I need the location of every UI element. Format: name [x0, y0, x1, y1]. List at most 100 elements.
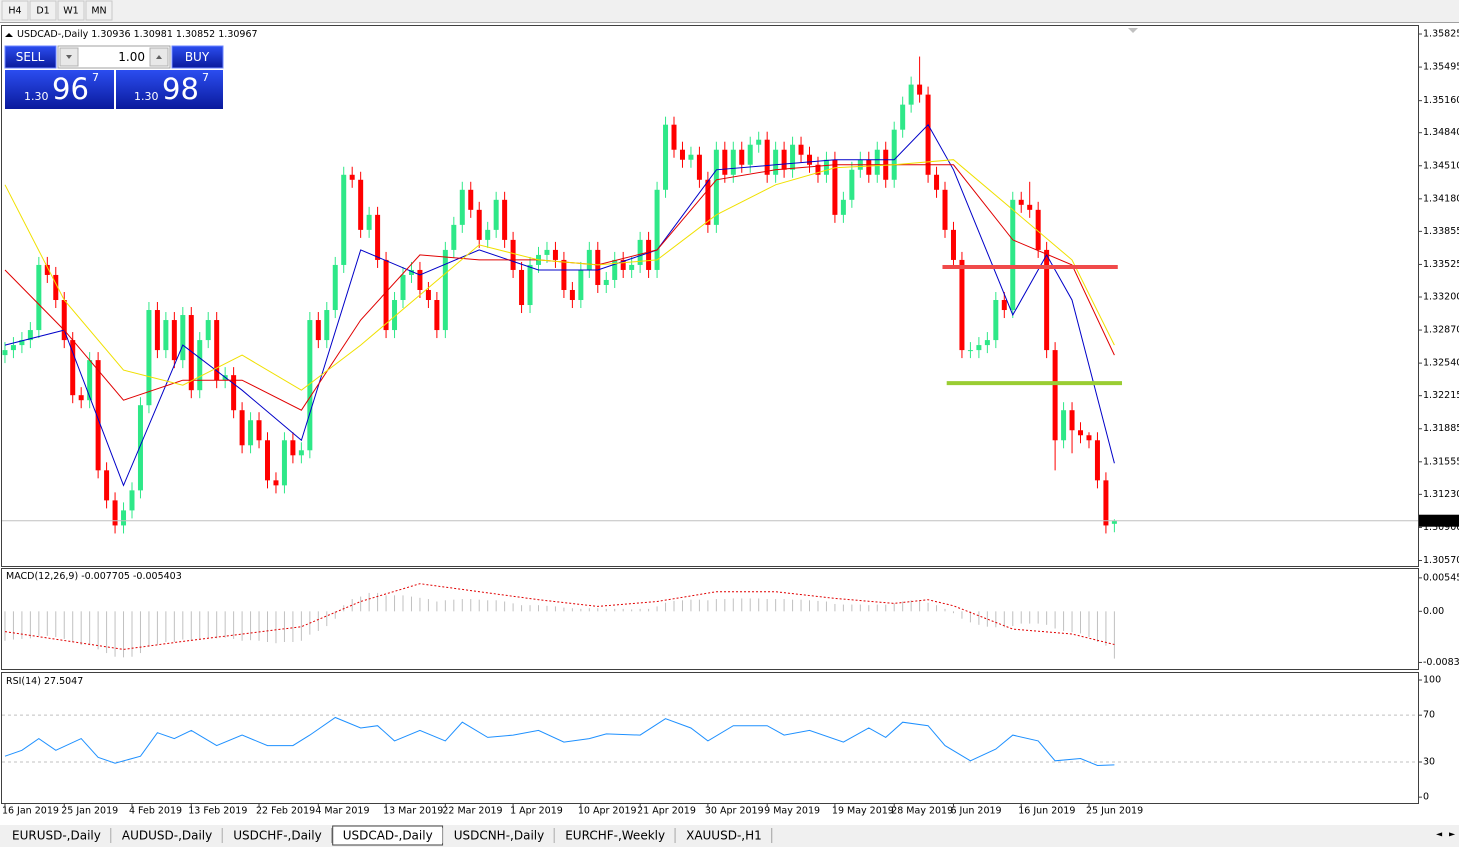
tab-label[interactable]: XAUUSD-,H1 — [686, 829, 762, 843]
candle-body — [1044, 249, 1050, 351]
tab-label[interactable]: AUDUSD-,Daily — [122, 829, 212, 843]
candle-body — [527, 264, 533, 306]
candle-body — [434, 300, 440, 331]
candle-body — [44, 264, 50, 275]
candle-body — [366, 214, 372, 230]
timeframe-button[interactable] — [1, 0, 29, 21]
tab-left[interactable]: ◄ — [1436, 830, 1443, 839]
x-tick-label: 25 Jun 2019 — [1086, 806, 1143, 817]
y-tick-label: 1.30570 — [1423, 555, 1459, 566]
timeframe-button[interactable] — [29, 0, 57, 21]
candle-body — [1035, 209, 1041, 250]
bid-point: 7 — [92, 71, 99, 84]
timeframe-button[interactable] — [57, 0, 85, 21]
y-tick-label: 1.34840 — [1423, 127, 1459, 138]
y-tick-label: 1.32870 — [1423, 325, 1459, 336]
candle-body — [849, 169, 855, 200]
candle-body — [891, 129, 897, 180]
candle-body — [1010, 199, 1016, 311]
chart-layer: 1.35825 1.35495 1.35160 1.34840 1.34510 1.341… — [2, 29, 1459, 817]
candle-body — [561, 259, 567, 290]
macd-title: MACD(12,26,9) — [6, 571, 78, 582]
candle-body — [1069, 410, 1075, 431]
tab-label[interactable]: EURCHF-,Weekly — [565, 829, 665, 843]
tab-label[interactable]: USDCHF-,Daily — [233, 829, 321, 843]
ask-big: 1.30 — [134, 90, 159, 103]
tab-label[interactable]: USDCNH-,Daily — [454, 829, 545, 843]
candle-body — [400, 274, 406, 301]
candle-body — [976, 345, 982, 351]
candle-body — [307, 320, 313, 451]
candle-body — [121, 510, 127, 526]
timeframe-button[interactable] — [85, 0, 113, 21]
candle-body — [1103, 480, 1109, 526]
candle-body — [493, 199, 499, 230]
x-tick-label: 16 Jun 2019 — [1018, 806, 1075, 817]
bid-big: 1.30 — [24, 90, 49, 103]
candle-body — [1061, 410, 1067, 441]
y-tick-label: 0.00 — [1423, 606, 1444, 617]
candle-body — [1018, 199, 1024, 205]
x-tick-label: 1 Apr 2019 — [510, 806, 563, 817]
candle-body — [1052, 350, 1058, 441]
x-tick-label: 19 May 2019 — [832, 806, 894, 817]
candle-body — [722, 149, 728, 175]
main-panel — [1, 25, 1419, 567]
y-tick-label: 1.34180 — [1423, 193, 1459, 204]
candle-body — [358, 179, 364, 230]
candle-body — [679, 149, 685, 160]
bid-box[interactable] — [5, 70, 114, 109]
candle-body — [866, 159, 872, 175]
y-tick-label: 1.35495 — [1423, 62, 1459, 73]
symbol-tabs: EURUSD-,Daily AUDUSD-,Daily USDCHF-,Daily U… — [1, 825, 773, 846]
candle-body — [315, 320, 321, 341]
close: 1.30967 — [218, 29, 257, 40]
candle-body — [1027, 204, 1033, 210]
timeframe-buttons: H4 D1 W1 MN — [1, 0, 113, 21]
y-tick-label: 1.31230 — [1423, 489, 1459, 500]
candle-body — [442, 249, 448, 331]
candle-body — [696, 154, 702, 180]
candle-body — [205, 320, 211, 341]
candle-body — [1001, 300, 1007, 311]
bid-pips: 96 — [52, 72, 89, 106]
tab-right[interactable]: ► — [1449, 830, 1456, 839]
candle-body — [392, 300, 398, 331]
tab-label[interactable]: USDCAD-,Daily — [343, 829, 433, 843]
tab-label[interactable]: EURUSD-,Daily — [12, 829, 101, 843]
x-tick-label: 25 Jan 2019 — [61, 806, 118, 817]
candle-body — [129, 490, 135, 511]
candle-body — [53, 274, 59, 301]
candle-body — [332, 264, 338, 311]
candle-body — [375, 214, 381, 260]
ask-box[interactable] — [116, 70, 223, 109]
candle-body — [10, 345, 16, 351]
candle-body — [324, 310, 330, 341]
low: 1.30852 — [176, 29, 215, 40]
candle-body — [425, 289, 431, 301]
sell-button[interactable] — [4, 45, 57, 69]
candle-body — [104, 470, 110, 501]
candle-body — [451, 224, 457, 250]
candle-body — [807, 154, 813, 165]
candle-body — [408, 269, 414, 275]
candle-body — [950, 229, 956, 260]
candle-body — [756, 139, 762, 145]
candle-body — [1078, 430, 1084, 436]
y-tick-label: -0.008332 — [1423, 657, 1459, 668]
candle-body — [620, 259, 626, 270]
timeframe-label: W1 — [63, 6, 78, 17]
buy-button[interactable] — [171, 45, 224, 69]
macd-value: -0.007705 — [81, 571, 130, 582]
candle-body — [214, 320, 220, 381]
candle-body — [705, 179, 711, 225]
price-label-box — [1419, 514, 1459, 527]
volume-box[interactable] — [57, 45, 171, 69]
candle-body — [180, 315, 186, 361]
candle-body — [383, 259, 389, 331]
volume[interactable]: 1.00 — [118, 50, 145, 64]
candle-body — [586, 249, 592, 270]
candle-body — [908, 84, 914, 105]
candle-body — [552, 249, 558, 260]
candle-body — [2, 350, 8, 356]
